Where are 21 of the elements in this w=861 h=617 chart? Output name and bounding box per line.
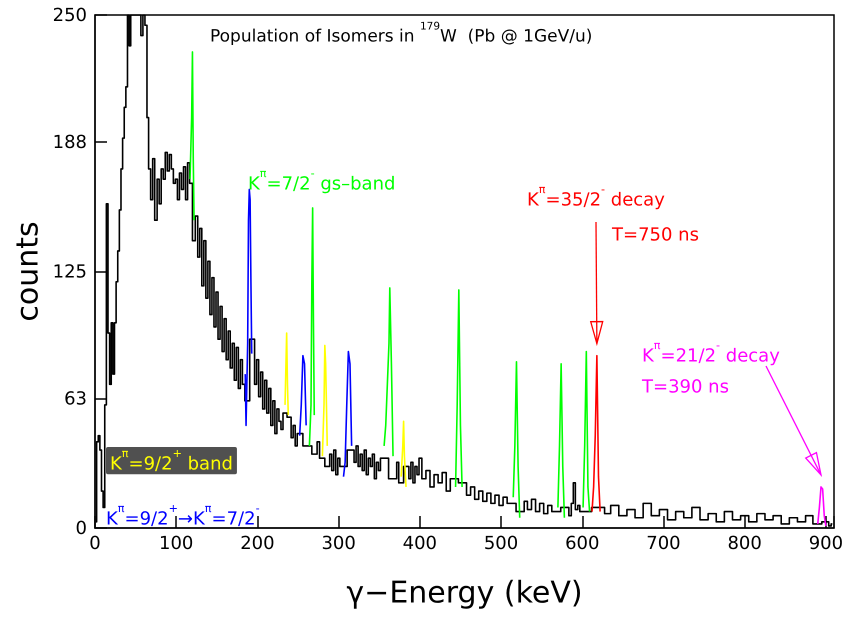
y-tick-label: 63 xyxy=(64,388,87,410)
y-tick-label: 125 xyxy=(52,262,87,282)
annotation: T=750 ns xyxy=(611,224,699,246)
x-tick-label: 400 xyxy=(402,533,438,554)
x-tick-label: 0 xyxy=(89,533,101,554)
annotation: T=390 ns xyxy=(641,376,729,398)
y-tick-label: 188 xyxy=(52,132,87,154)
x-tick-label: 900 xyxy=(808,533,844,554)
x-tick-label: 200 xyxy=(240,533,275,554)
line-series xyxy=(591,354,601,512)
x-axis-title: γ−Energy (keV) xyxy=(346,576,583,610)
x-tick-label: 300 xyxy=(321,533,356,554)
y-axis-title: counts xyxy=(10,221,46,322)
y-tick-label: 0 xyxy=(76,518,87,539)
x-tick-label: 700 xyxy=(646,533,681,554)
x-tick-label: 500 xyxy=(484,533,518,554)
x-tick-label: 800 xyxy=(727,533,762,554)
x-tick-label: 100 xyxy=(159,533,194,554)
x-tick-label: 600 xyxy=(565,533,600,554)
line-series xyxy=(816,486,827,527)
y-tick-label: 250 xyxy=(52,5,87,26)
